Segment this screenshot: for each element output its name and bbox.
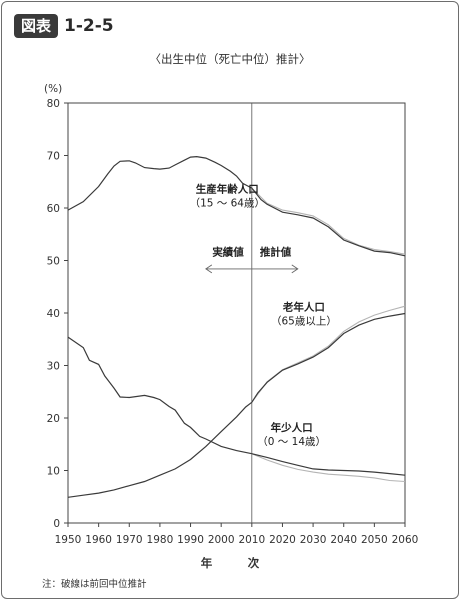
projected-line-working-age [251,187,406,257]
x-tick-label: 2010 [238,534,265,546]
projection-region-label: 推計値 [260,245,292,258]
x-tick-label: 2030 [300,534,327,546]
footnote: 注：破線は前回中位推計 [42,579,147,590]
range-arrow-right-head [291,264,299,274]
y-tick-label: 0 [53,518,60,530]
x-tick-label: 1980 [147,534,174,546]
y-tick-label: 40 [47,308,60,320]
series-sublabel-youth: （0 ～ 14歳） [257,436,326,448]
x-tick-label: 2040 [330,534,357,546]
y-tick-label: 80 [47,98,60,110]
actual-line-working-age [67,155,253,211]
y-tick-label: 20 [47,413,60,425]
figure-badge: 図表 [14,14,59,38]
series-sublabel-working-age: （15 ～ 64歳） [190,197,265,209]
y-axis-unit: (%) [44,83,63,95]
chart-title: 〈出生中位（死亡中位）推計〉 [149,52,311,66]
x-tick-label: 2060 [392,534,419,546]
projected-line-youth [251,453,406,476]
actual-line-youth [67,336,252,455]
y-tick-label: 30 [47,361,60,373]
y-tick-label: 70 [47,151,60,163]
series-label-elderly: 老年人口 [282,300,325,313]
x-tick-label: 1990 [177,534,204,546]
actual-region-label: 実績値 [212,245,244,258]
actual-line-elderly [67,401,253,498]
x-axis-label: 年 次 [200,556,272,570]
x-tick-label: 2000 [208,534,235,546]
series-sublabel-elderly: （65歳以上） [271,315,337,327]
y-tick-label: 60 [47,203,60,215]
x-tick-label: 2020 [269,534,296,546]
range-arrow-left-head [205,264,213,274]
x-tick-label: 2050 [361,534,388,546]
series-label-working-age: 生産年齢人口 [196,182,259,195]
x-tick-label: 1970 [116,534,143,546]
plot-area [67,102,406,524]
figure-number: 1-2-5 [64,16,114,36]
x-tick-label: 1960 [85,534,112,546]
y-tick-label: 50 [47,256,60,268]
x-tick-label: 1950 [55,534,82,546]
y-tick-label: 10 [47,466,60,478]
series-label-youth: 年少人口 [271,421,313,434]
projected-line-elderly [251,312,406,403]
previous-projection-line-working-age [251,187,406,255]
previous-projection-line-youth [251,453,406,483]
